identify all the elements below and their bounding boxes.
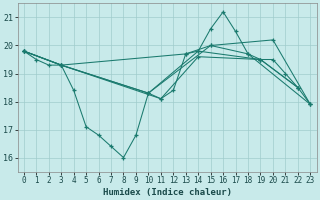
X-axis label: Humidex (Indice chaleur): Humidex (Indice chaleur) <box>103 188 232 197</box>
